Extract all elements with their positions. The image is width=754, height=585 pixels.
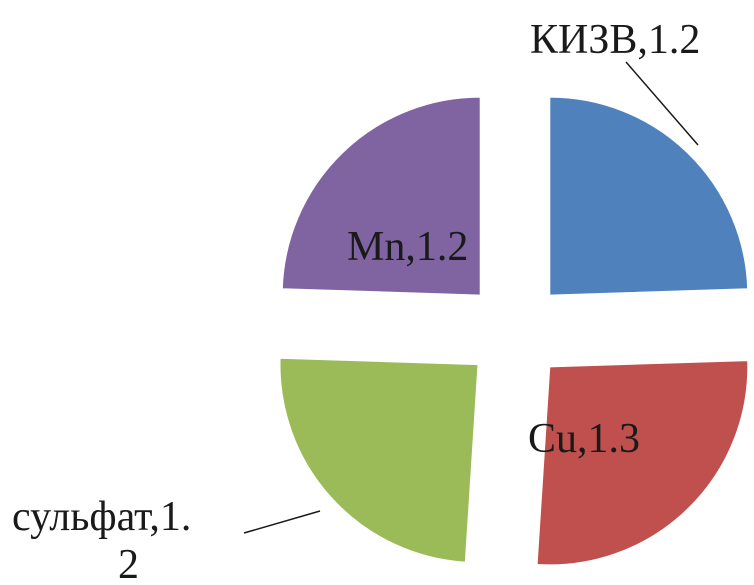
data-label-sulfat-line1: сульфат,1.	[12, 494, 191, 540]
data-label-sulfat-line2: 2	[118, 542, 139, 585]
pie-slice-cu	[536, 360, 749, 566]
pie-slice-kizv	[549, 96, 749, 296]
data-label-mn: Mn,1.2	[347, 224, 468, 270]
pie-slice-mn	[281, 96, 481, 296]
pie-slice-sulfat	[279, 357, 479, 563]
data-label-cu: Cu,1.3	[528, 416, 640, 462]
pie-slices	[279, 96, 749, 566]
data-label-kizv: КИЗВ,1.2	[530, 17, 700, 63]
leader-line-sulfat	[243, 510, 321, 534]
leader-line-kizv	[625, 61, 699, 146]
